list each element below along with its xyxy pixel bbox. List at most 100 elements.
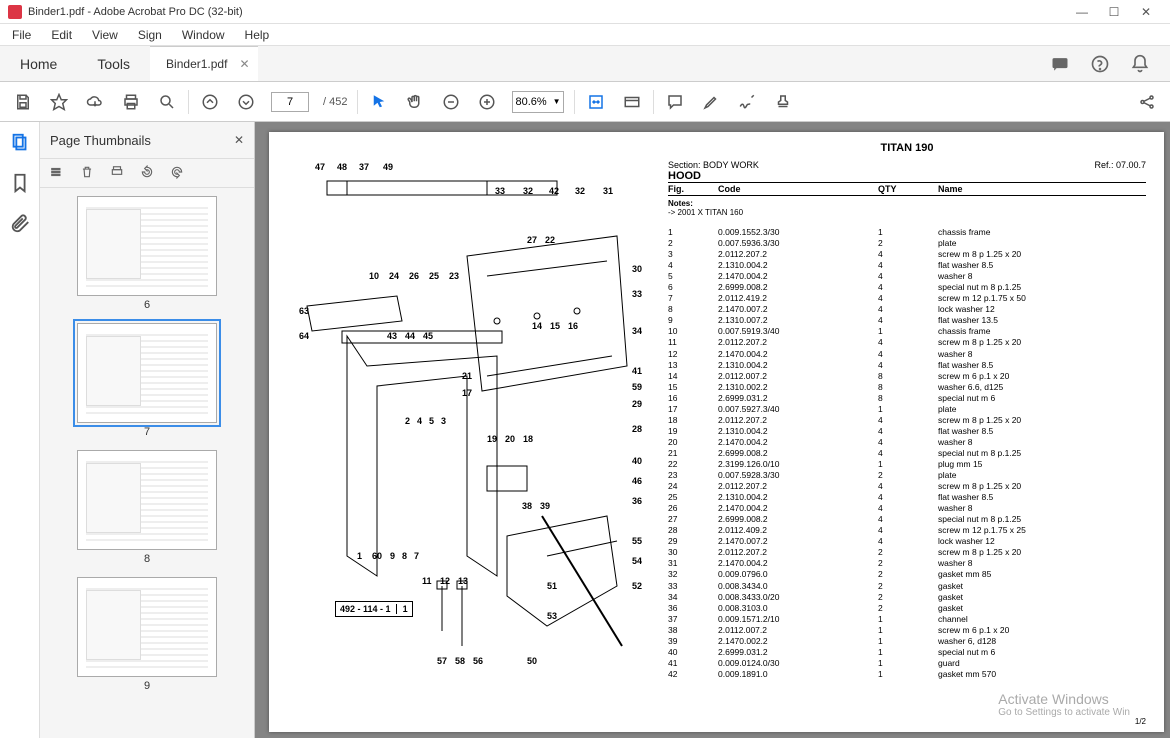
- hand-icon[interactable]: [404, 91, 426, 113]
- thumbnails-panel: Page Thumbnails ✕ 6 7 8 9: [40, 122, 255, 738]
- thumbnail-image[interactable]: [77, 450, 217, 550]
- toolbar: / 452 80.6%▼: [0, 82, 1170, 122]
- table-row: 100.007.5919.3/401chassis frame: [668, 326, 1146, 337]
- thumbnail-item[interactable]: 9: [40, 577, 254, 692]
- thumbnail-number: 9: [144, 680, 150, 692]
- window-title: Binder1.pdf - Adobe Acrobat Pro DC (32-b…: [28, 6, 1066, 18]
- page-number: 1/2: [1135, 717, 1146, 726]
- table-row: 132.1310.004.24flat washer 8.5: [668, 360, 1146, 371]
- menu-view[interactable]: View: [84, 26, 126, 44]
- comment-icon[interactable]: [664, 91, 686, 113]
- menu-file[interactable]: File: [4, 26, 39, 44]
- pointer-icon[interactable]: [368, 91, 390, 113]
- bookmark-icon[interactable]: [9, 172, 31, 194]
- table-row: 330.008.3434.02gasket: [668, 581, 1146, 592]
- page-input[interactable]: [271, 92, 309, 112]
- zoom-select[interactable]: 80.6%▼: [512, 91, 563, 113]
- thumbnail-number: 7: [144, 426, 150, 438]
- table-row: 182.0112.207.24screw m 8 p 1.25 x 20: [668, 415, 1146, 426]
- thumb-rotate-right-icon[interactable]: [170, 165, 184, 182]
- thumb-rotate-left-icon[interactable]: [140, 165, 154, 182]
- help-icon[interactable]: [1090, 54, 1110, 74]
- window-title-bar: Binder1.pdf - Adobe Acrobat Pro DC (32-b…: [0, 0, 1170, 24]
- stamp-icon[interactable]: [772, 91, 794, 113]
- cloud-icon[interactable]: [84, 91, 106, 113]
- page-total: / 452: [323, 96, 347, 108]
- table-row: 252.1310.004.24flat washer 8.5: [668, 492, 1146, 503]
- thumbnail-item[interactable]: 7: [40, 323, 254, 438]
- tab-home[interactable]: Home: [0, 46, 77, 81]
- table-row: 222.3199.126.0/101plug mm 15: [668, 459, 1146, 470]
- zoom-out-icon[interactable]: [440, 91, 462, 113]
- table-row: 62.6999.008.24special nut m 8 p.1.25: [668, 282, 1146, 293]
- table-row: 360.008.3103.02gasket: [668, 603, 1146, 614]
- diagram-area: 47 48 37 49 33 32 42 32 31 27 22 10 24 2…: [269, 132, 664, 732]
- pdf-page: 47 48 37 49 33 32 42 32 31 27 22 10 24 2…: [269, 132, 1164, 732]
- section-label: Section: BODY WORK: [668, 160, 759, 170]
- close-button[interactable]: ✕: [1130, 2, 1162, 22]
- table-row: 282.0112.409.24screw m 12 p.1.75 x 25: [668, 525, 1146, 536]
- main-area: Page Thumbnails ✕ 6 7 8 9: [0, 122, 1170, 738]
- thumbnails-icon[interactable]: [9, 132, 31, 154]
- zoom-in-icon[interactable]: [476, 91, 498, 113]
- table-row: 20.007.5936.3/302plate: [668, 238, 1146, 249]
- tab-close-icon[interactable]: ✕: [239, 57, 249, 71]
- thumbnail-image[interactable]: [77, 577, 217, 677]
- menu-bar: File Edit View Sign Window Help: [0, 24, 1170, 46]
- sign-icon[interactable]: [736, 91, 758, 113]
- table-row: 10.009.1552.3/301chassis frame: [668, 227, 1146, 238]
- menu-window[interactable]: Window: [174, 26, 233, 44]
- table-row: 410.009.0124.0/301guard: [668, 658, 1146, 669]
- fit-width-icon[interactable]: [585, 91, 607, 113]
- thumbnail-image[interactable]: [77, 323, 217, 423]
- attachment-icon[interactable]: [9, 212, 31, 234]
- thumb-options-icon[interactable]: [50, 165, 64, 182]
- table-row: 162.6999.031.28special nut m 6: [668, 393, 1146, 404]
- share-icon[interactable]: [1136, 91, 1158, 113]
- parts-table-area: TITAN 190 Section: BODY WORK Ref.: 07.00…: [664, 132, 1164, 732]
- table-row: 170.007.5927.3/401plate: [668, 404, 1146, 415]
- table-row: 420.009.1891.01gasket mm 570: [668, 669, 1146, 680]
- table-row: 402.6999.031.21special nut m 6: [668, 647, 1146, 658]
- star-icon[interactable]: [48, 91, 70, 113]
- thumb-delete-icon[interactable]: [80, 165, 94, 182]
- tab-document-label: Binder1.pdf: [166, 57, 227, 71]
- bell-icon[interactable]: [1130, 54, 1150, 74]
- table-row: 42.1310.004.24flat washer 8.5: [668, 260, 1146, 271]
- part-number-box: 492 - 114 - 1 1: [335, 601, 413, 617]
- minimize-button[interactable]: —: [1066, 2, 1098, 22]
- save-icon[interactable]: [12, 91, 34, 113]
- table-row: 242.0112.207.24screw m 8 p 1.25 x 20: [668, 481, 1146, 492]
- menu-edit[interactable]: Edit: [43, 26, 80, 44]
- table-row: 122.1470.004.24washer 8: [668, 349, 1146, 360]
- highlight-icon[interactable]: [700, 91, 722, 113]
- thumbnail-item[interactable]: 6: [40, 196, 254, 311]
- thumbnails-close-icon[interactable]: ✕: [234, 133, 244, 147]
- document-viewport[interactable]: 47 48 37 49 33 32 42 32 31 27 22 10 24 2…: [255, 122, 1170, 738]
- table-row: 202.1470.004.24washer 8: [668, 437, 1146, 448]
- thumbnails-title: Page Thumbnails: [50, 133, 151, 148]
- maximize-button[interactable]: ☐: [1098, 2, 1130, 22]
- tab-tools[interactable]: Tools: [77, 46, 150, 81]
- table-row: 302.0112.207.22screw m 8 p 1.25 x 20: [668, 547, 1146, 558]
- ref-label: Ref.: 07.00.7: [1094, 160, 1146, 170]
- tab-document[interactable]: Binder1.pdf ✕: [150, 46, 257, 81]
- table-row: 142.0112.007.28screw m 6 p.1 x 20: [668, 371, 1146, 382]
- model-title: TITAN 190: [668, 142, 1146, 154]
- search-icon[interactable]: [156, 91, 178, 113]
- table-row: 112.0112.207.24screw m 8 p 1.25 x 20: [668, 337, 1146, 348]
- table-row: 340.008.3433.0/202gasket: [668, 592, 1146, 603]
- thumb-print-icon[interactable]: [110, 165, 124, 182]
- print-icon[interactable]: [120, 91, 142, 113]
- thumbnail-image[interactable]: [77, 196, 217, 296]
- page-up-icon[interactable]: [199, 91, 221, 113]
- page-down-icon[interactable]: [235, 91, 257, 113]
- table-row: 32.0112.207.24screw m 8 p 1.25 x 20: [668, 249, 1146, 260]
- menu-help[interactable]: Help: [237, 26, 278, 44]
- read-mode-icon[interactable]: [621, 91, 643, 113]
- menu-sign[interactable]: Sign: [130, 26, 170, 44]
- chat-icon[interactable]: [1050, 54, 1070, 74]
- thumbnail-item[interactable]: 8: [40, 450, 254, 565]
- table-row: 262.1470.004.24washer 8: [668, 503, 1146, 514]
- table-row: 230.007.5928.3/302plate: [668, 470, 1146, 481]
